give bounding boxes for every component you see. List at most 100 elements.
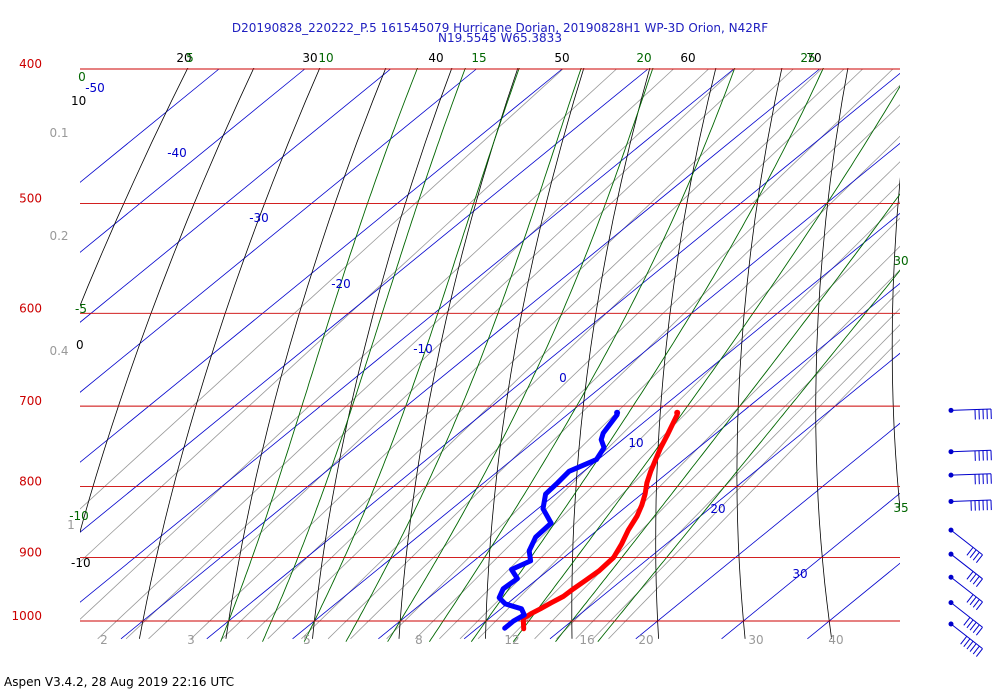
wind-barb-feather xyxy=(969,596,977,606)
wind-barb xyxy=(948,527,983,563)
wind-barb-feather xyxy=(975,554,983,563)
wind-barb-shaft xyxy=(950,602,983,628)
chart-subtitle: N19.5545 W65.3833 xyxy=(438,31,562,45)
isotherm-line xyxy=(463,282,900,640)
moist-adiabat-line xyxy=(387,68,654,642)
wind-barb-shaft xyxy=(950,576,983,603)
dry-adiabat-line xyxy=(891,177,900,513)
footer-version: Aspen V3.4.2, 28 Aug 2019 22:16 UTC xyxy=(4,675,235,689)
mixing-ratio-line xyxy=(267,68,863,640)
moist-adiabat-line xyxy=(555,193,900,642)
isotherm-line xyxy=(80,68,563,463)
wind-barb xyxy=(948,449,992,461)
isotherm-line xyxy=(80,68,306,253)
dry-adiabat-label: -10 xyxy=(71,556,91,570)
mixing-ratio-label: 0.1 xyxy=(49,126,68,140)
isotherm-line xyxy=(80,68,391,323)
moist-adiabat-label: 0 xyxy=(78,70,86,84)
isotherm-label: -10 xyxy=(413,342,433,356)
mixing-ratio-line xyxy=(459,201,900,640)
wind-barb-feather xyxy=(963,638,971,647)
mixing-ratio-line xyxy=(80,68,674,620)
isobar-label: 800 xyxy=(19,475,42,489)
mixing-ratio-line xyxy=(439,182,900,640)
mixing-ratio-line xyxy=(97,68,709,640)
dry-adiabat-label: 50 xyxy=(554,51,569,65)
moist-adiabat-line xyxy=(512,85,900,642)
wind-barb-feather xyxy=(972,624,980,634)
isotherm-line xyxy=(80,68,735,603)
isobar-label: 1000 xyxy=(11,609,42,623)
dry-adiabat-label: 30 xyxy=(302,51,317,65)
wind-barb xyxy=(948,498,992,511)
mixing-ratio-line xyxy=(608,338,900,640)
wind-barb-feather xyxy=(966,594,974,603)
isobar-label: 900 xyxy=(19,546,42,560)
isotherm-label: -50 xyxy=(85,81,105,95)
wind-barb xyxy=(948,621,983,657)
dry-adiabat-label: 10 xyxy=(71,94,86,108)
moist-adiabat-line xyxy=(597,269,900,642)
dry-adiabat-label: 40 xyxy=(428,51,443,65)
mixing-ratio-label: 40 xyxy=(828,633,843,647)
moist-adiabat-line xyxy=(303,68,520,642)
wind-barb-feather xyxy=(975,626,983,636)
wind-barb-feather xyxy=(966,619,974,629)
wind-barb-feather xyxy=(969,622,977,631)
moist-adiabat-label: -5 xyxy=(75,302,87,316)
moist-adiabat-label: 15 xyxy=(471,51,486,65)
mixing-ratio-label: 30 xyxy=(748,633,763,647)
isotherm-line xyxy=(807,562,900,640)
mixing-ratio-line xyxy=(221,68,822,640)
mixing-ratio-label: 20 xyxy=(638,633,653,647)
mixing-ratio-label: 8 xyxy=(415,633,423,647)
isobar-label: 500 xyxy=(19,191,42,205)
wind-barb xyxy=(948,600,983,636)
wind-barb-shaft xyxy=(950,408,991,411)
mixing-ratio-line xyxy=(125,68,735,640)
mixing-ratio-line xyxy=(327,84,900,640)
mixing-ratio-line xyxy=(350,104,900,640)
isotherm-line xyxy=(721,492,900,640)
temperature-trace xyxy=(520,412,680,632)
moist-adiabat-label: 10 xyxy=(318,51,333,65)
dry-adiabat-line xyxy=(80,68,255,534)
wind-barb-feather xyxy=(975,578,983,587)
dry-adiabat-line xyxy=(80,68,189,307)
mixing-ratio-line xyxy=(575,307,900,640)
isotherm-label: -30 xyxy=(249,211,269,225)
mixing-ratio-line xyxy=(190,68,794,640)
mixing-ratio-line xyxy=(148,68,756,640)
isotherm-label: 10 xyxy=(628,436,643,450)
wind-barb xyxy=(948,472,992,485)
moist-adiabat-line xyxy=(262,68,466,642)
dry-adiabat-label: 70 xyxy=(806,51,821,65)
dry-adiabat-line xyxy=(815,68,849,639)
mixing-ratio-line xyxy=(508,245,900,640)
wind-barb xyxy=(948,407,992,420)
mixing-ratio-label: 0.4 xyxy=(49,344,68,358)
wind-barb-feather xyxy=(972,551,980,561)
isotherm-line xyxy=(549,352,900,640)
wind-barb-feather xyxy=(972,599,980,608)
dry-adiabat-line xyxy=(655,68,717,639)
isobar-label: 700 xyxy=(19,394,42,408)
isobar-label: 600 xyxy=(19,301,42,315)
wind-barb-shaft xyxy=(950,473,991,476)
mixing-ratio-label: 1 xyxy=(67,518,75,532)
dry-adiabat-label: 20 xyxy=(176,51,191,65)
mixing-ratio-line xyxy=(592,324,900,640)
wind-barb-feather xyxy=(972,645,980,655)
mixing-ratio-label: 3 xyxy=(187,633,195,647)
dry-adiabat-line xyxy=(312,68,453,639)
mixing-ratio-line xyxy=(534,269,900,640)
wind-barb-feather xyxy=(963,617,971,626)
mixing-ratio-line xyxy=(80,68,617,563)
isotherm-line xyxy=(120,68,820,640)
wind-barb-shaft xyxy=(950,553,983,580)
dry-adiabat-line xyxy=(139,68,321,639)
moist-adiabat-line xyxy=(220,68,418,642)
mixing-ratio-label: 5 xyxy=(303,633,311,647)
mixing-ratio-label: 12 xyxy=(504,633,519,647)
wind-barb-feather xyxy=(966,571,974,580)
